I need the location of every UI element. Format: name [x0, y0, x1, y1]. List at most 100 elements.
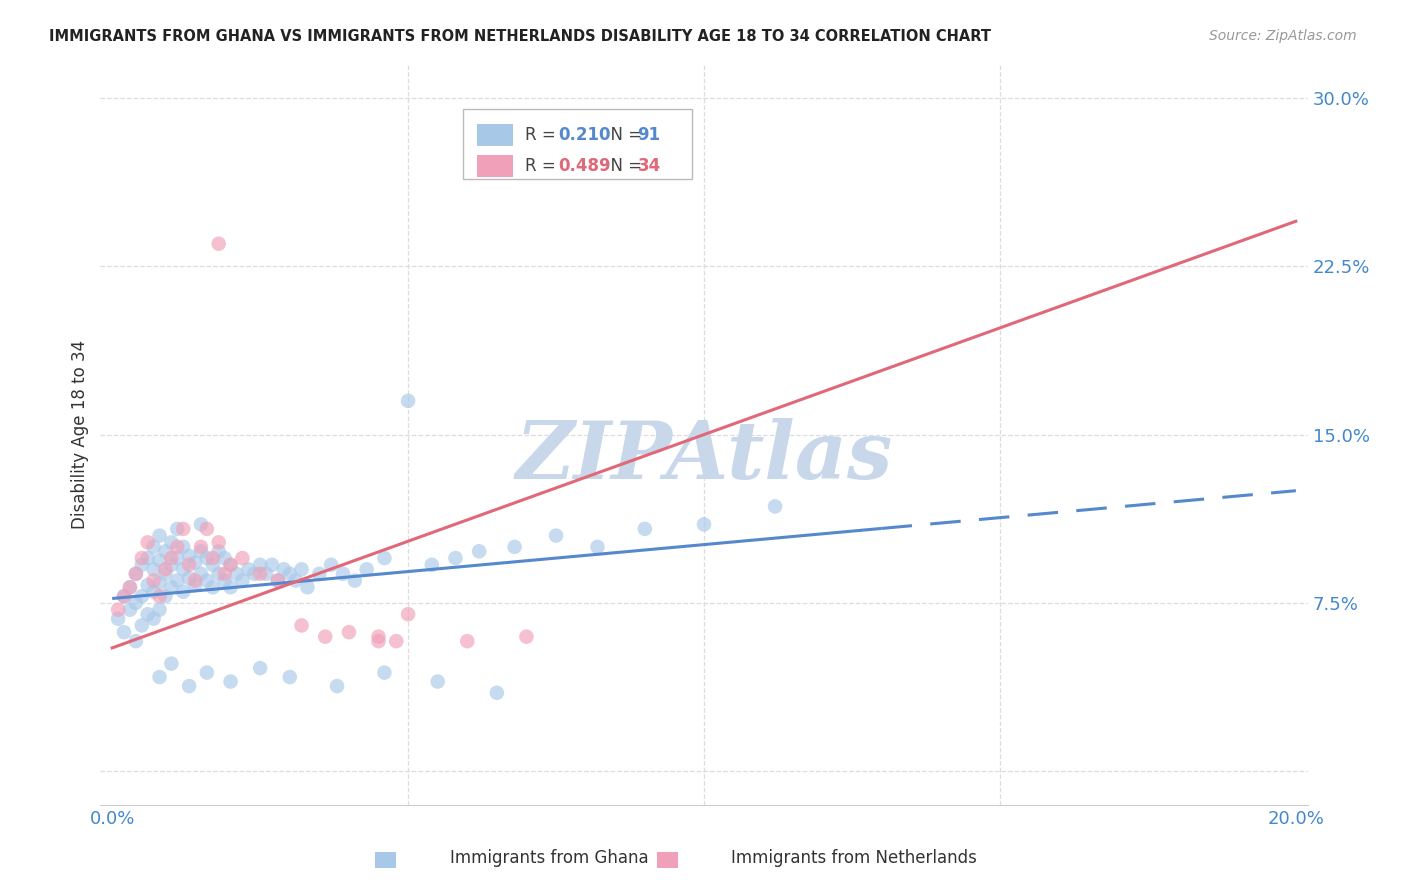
Text: R =: R = — [526, 127, 561, 145]
Point — [260, 558, 283, 572]
Text: ZIPAtlas: ZIPAtlas — [516, 418, 893, 496]
Point — [373, 551, 395, 566]
Point — [125, 566, 148, 581]
Point — [118, 580, 141, 594]
Point — [125, 596, 148, 610]
Point — [485, 686, 508, 700]
Point — [332, 566, 354, 581]
Point — [343, 574, 366, 588]
Point — [125, 634, 148, 648]
Point — [420, 558, 443, 572]
Text: Immigrants from Ghana: Immigrants from Ghana — [450, 849, 648, 867]
Point — [605, 136, 627, 150]
Point — [396, 393, 419, 408]
Point — [131, 618, 153, 632]
Point — [763, 500, 786, 514]
Point — [172, 584, 194, 599]
Point — [118, 603, 141, 617]
Point — [231, 574, 253, 588]
Point — [142, 540, 165, 554]
Text: IMMIGRANTS FROM GHANA VS IMMIGRANTS FROM NETHERLANDS DISABILITY AGE 18 TO 34 COR: IMMIGRANTS FROM GHANA VS IMMIGRANTS FROM… — [49, 29, 991, 44]
Point — [231, 551, 253, 566]
Text: N =: N = — [600, 157, 648, 175]
Point — [426, 674, 449, 689]
Point — [125, 566, 148, 581]
Point — [214, 566, 236, 581]
Point — [468, 544, 491, 558]
Point — [112, 589, 135, 603]
Point — [107, 612, 129, 626]
Point — [184, 574, 207, 588]
Point — [201, 551, 224, 566]
Y-axis label: Disability Age 18 to 34: Disability Age 18 to 34 — [72, 340, 89, 529]
Point — [586, 540, 609, 554]
Point — [142, 574, 165, 588]
Point — [131, 558, 153, 572]
Point — [273, 562, 295, 576]
Text: 0.210: 0.210 — [558, 127, 610, 145]
Point — [142, 562, 165, 576]
Point — [172, 540, 194, 554]
Point — [267, 574, 290, 588]
Point — [249, 558, 271, 572]
FancyBboxPatch shape — [463, 109, 692, 179]
Point — [243, 566, 266, 581]
Point — [290, 618, 312, 632]
Point — [160, 551, 183, 566]
Text: 91: 91 — [637, 127, 661, 145]
Point — [373, 665, 395, 680]
Point — [155, 562, 177, 576]
Point — [195, 665, 218, 680]
Text: Immigrants from Netherlands: Immigrants from Netherlands — [731, 849, 977, 867]
Point — [249, 661, 271, 675]
Point — [456, 634, 478, 648]
Point — [201, 558, 224, 572]
Point — [148, 575, 170, 590]
Point — [693, 517, 716, 532]
FancyBboxPatch shape — [477, 124, 513, 146]
Point — [356, 562, 378, 576]
Point — [337, 625, 360, 640]
Point — [444, 551, 467, 566]
Point — [179, 571, 201, 585]
Point — [219, 558, 242, 572]
Text: N =: N = — [600, 127, 648, 145]
Point — [208, 236, 231, 251]
Point — [184, 578, 207, 592]
Point — [225, 566, 247, 581]
Point — [249, 566, 271, 581]
Point — [308, 566, 330, 581]
Text: Source: ZipAtlas.com: Source: ZipAtlas.com — [1209, 29, 1357, 43]
Point — [238, 562, 260, 576]
Point — [179, 558, 201, 572]
Point — [385, 634, 408, 648]
Point — [321, 558, 343, 572]
Point — [219, 558, 242, 572]
Point — [367, 634, 389, 648]
Point — [278, 670, 301, 684]
Point — [136, 578, 159, 592]
FancyBboxPatch shape — [477, 155, 513, 178]
Point — [179, 679, 201, 693]
Point — [326, 679, 349, 693]
Point — [254, 566, 277, 581]
Point — [136, 607, 159, 622]
Point — [190, 566, 212, 581]
Point — [148, 603, 170, 617]
Point — [136, 551, 159, 566]
Point — [166, 574, 188, 588]
Point — [195, 574, 218, 588]
Point — [195, 551, 218, 566]
Point — [112, 589, 135, 603]
Point — [160, 657, 183, 671]
Text: 34: 34 — [637, 157, 661, 175]
Point — [131, 551, 153, 566]
Point — [160, 558, 183, 572]
Point — [314, 630, 336, 644]
Point — [396, 607, 419, 622]
Point — [190, 540, 212, 554]
Point — [214, 551, 236, 566]
Point — [278, 566, 301, 581]
Point — [118, 580, 141, 594]
Point — [112, 625, 135, 640]
